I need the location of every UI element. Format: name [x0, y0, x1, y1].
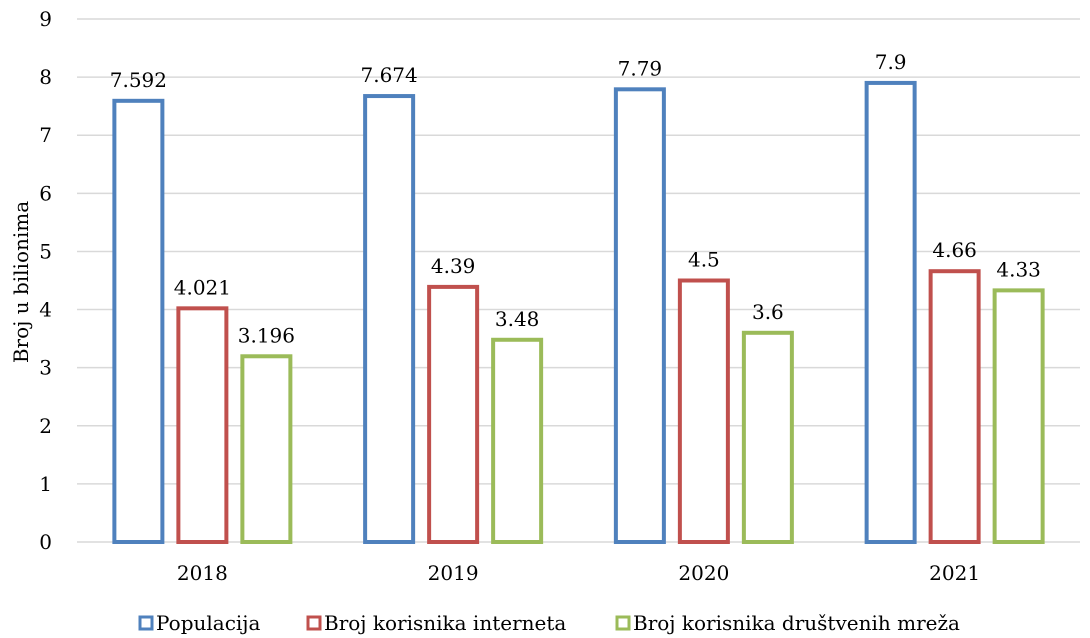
data-label: 4.5 — [688, 248, 720, 272]
bar — [112, 98, 165, 545]
y-tick-label: 2 — [39, 414, 52, 438]
x-tick-label: 2018 — [177, 561, 228, 585]
x-tick-label: 2020 — [678, 561, 729, 585]
data-label: 4.39 — [431, 254, 476, 278]
y-tick-label: 4 — [39, 298, 52, 322]
bar — [176, 306, 229, 545]
legend-swatch — [615, 615, 631, 631]
y-tick-label: 6 — [39, 181, 52, 205]
y-tick-label: 7 — [39, 123, 52, 147]
legend-label: Broj korisnika interneta — [324, 611, 566, 635]
y-tick-label: 9 — [39, 7, 52, 31]
bar — [363, 94, 416, 545]
data-label: 7.674 — [360, 63, 417, 87]
data-labels: 7.592 4.021 3.196 7.674 4.39 3.48 7.79 4.5 3.6 7.… — [110, 50, 1041, 347]
y-tick-label: 5 — [39, 239, 52, 263]
data-label: 7.592 — [110, 68, 167, 92]
data-label: 7.9 — [875, 50, 907, 74]
data-label: 4.66 — [932, 238, 977, 262]
x-tick-label: 2019 — [428, 561, 479, 585]
y-axis-label: Broj u bilionima — [9, 201, 33, 363]
y-axis-ticks: 0 1 2 3 4 5 6 7 8 9 — [39, 7, 52, 554]
data-label: 4.021 — [174, 275, 231, 299]
bar — [741, 330, 794, 544]
data-label: 7.79 — [618, 56, 663, 80]
legend-item: Populacija — [138, 611, 260, 635]
bars — [112, 80, 1045, 545]
legend-swatch — [306, 615, 322, 631]
y-tick-label: 1 — [39, 472, 52, 496]
data-label: 3.6 — [752, 300, 784, 324]
y-tick-label: 3 — [39, 356, 52, 380]
bar — [677, 278, 730, 544]
legend: Populacija Broj korisnika interneta Broj k… — [138, 611, 960, 635]
y-tick-label: 0 — [39, 530, 52, 554]
bar — [928, 269, 981, 544]
data-label: 3.196 — [238, 323, 295, 347]
bar — [427, 284, 480, 544]
legend-item: Broj korisnika interneta — [306, 611, 566, 635]
legend-swatch — [138, 615, 154, 631]
bar — [240, 354, 293, 544]
bar — [992, 288, 1045, 544]
bar — [613, 87, 666, 544]
y-tick-label: 8 — [39, 65, 52, 89]
legend-item: Broj korisnika društvenih mreža — [615, 611, 960, 635]
legend-label: Broj korisnika društvenih mreža — [633, 611, 960, 635]
data-label: 3.48 — [495, 307, 540, 331]
bar — [864, 80, 917, 545]
x-axis-ticks: 2018 2019 2020 2021 — [177, 561, 980, 585]
bar — [491, 337, 544, 545]
x-tick-label: 2021 — [929, 561, 980, 585]
legend-label: Populacija — [156, 611, 260, 635]
data-label: 4.33 — [996, 257, 1041, 281]
